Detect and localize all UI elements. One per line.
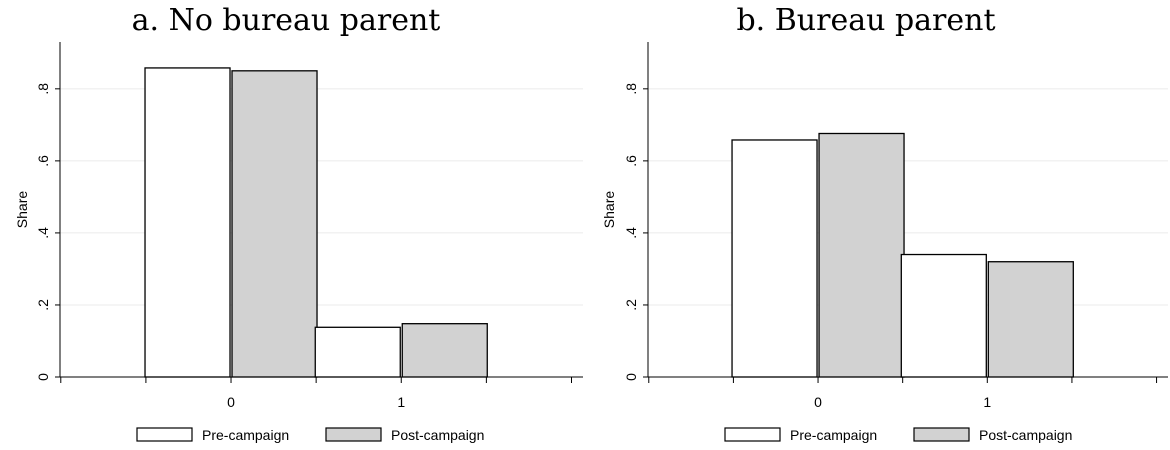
- bar-post-campaign-0: [231, 70, 318, 378]
- y-axis-label: Share: [14, 191, 30, 229]
- x-tick-label: 1: [397, 394, 405, 410]
- legend-swatch: [724, 427, 781, 442]
- bar-pre-campaign-1: [900, 253, 987, 378]
- x-tick-label: 0: [814, 394, 822, 410]
- x-tick-label: 0: [227, 394, 235, 410]
- y-tick-label: .6: [623, 155, 639, 167]
- chart-title: a. No bureau parent: [132, 3, 441, 38]
- y-tick-label: .8: [35, 83, 51, 95]
- legend-swatch: [913, 427, 970, 442]
- chart-panel-a: a. No bureau parent 0 .2 .4 .6 .8 Share 0 1 Pre-c…: [14, 3, 583, 443]
- legend-swatch: [136, 427, 193, 442]
- bar-pre-campaign-1: [314, 326, 401, 378]
- x-tick-label: 1: [983, 394, 991, 410]
- chart-panel-b: b. Bureau parent 0 .2 .4 .6 .8 Share 0 1 Pre-camp…: [601, 3, 1168, 443]
- legend-label: Pre-campaign: [202, 427, 289, 443]
- legend-label: Post-campaign: [979, 427, 1072, 443]
- y-axis-label: Share: [601, 191, 617, 229]
- y-tick-label: .8: [623, 83, 639, 95]
- y-tick-label: 0: [623, 373, 639, 381]
- chart-title: b. Bureau parent: [736, 3, 995, 38]
- y-tick-label: .4: [35, 227, 51, 239]
- bar-pre-campaign-0: [144, 67, 231, 378]
- y-tick-label: .2: [35, 299, 51, 311]
- legend-label: Post-campaign: [391, 427, 484, 443]
- legend: Pre-campaign Post-campaign: [724, 427, 1072, 443]
- y-tick-label: .4: [623, 227, 639, 239]
- bar-post-campaign-0: [818, 132, 905, 378]
- y-tick-label: .6: [35, 155, 51, 167]
- bar-post-campaign-1: [987, 261, 1074, 378]
- y-tick-label: 0: [35, 373, 51, 381]
- legend-label: Pre-campaign: [790, 427, 877, 443]
- bar-pre-campaign-0: [731, 139, 818, 378]
- legend: Pre-campaign Post-campaign: [136, 427, 484, 443]
- bar-post-campaign-1: [401, 323, 488, 378]
- legend-swatch: [325, 427, 382, 442]
- y-tick-label: .2: [623, 299, 639, 311]
